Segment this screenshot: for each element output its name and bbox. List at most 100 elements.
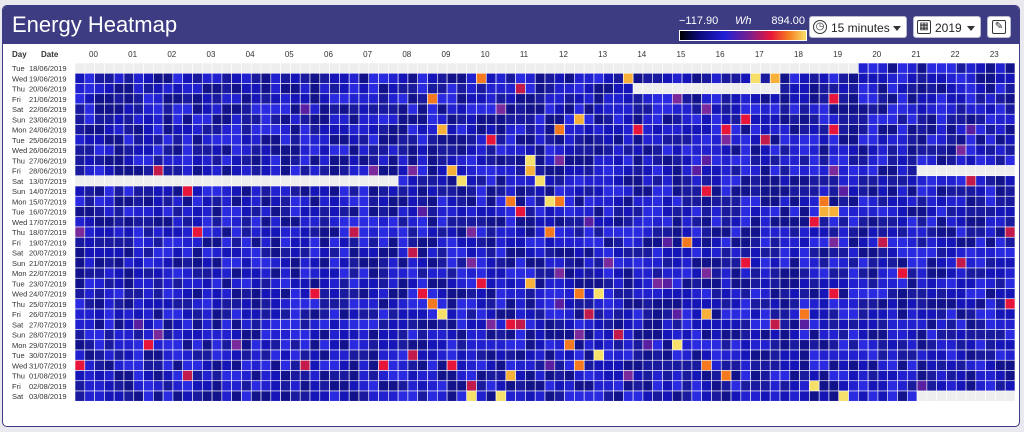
heatmap-cell[interactable] bbox=[104, 390, 115, 402]
heatmap-cell[interactable] bbox=[515, 134, 526, 146]
heatmap-cell[interactable] bbox=[779, 370, 791, 382]
heatmap-cell[interactable] bbox=[329, 318, 340, 330]
heatmap-cell[interactable] bbox=[329, 277, 340, 289]
heatmap-cell[interactable] bbox=[985, 298, 996, 310]
heatmap-cell[interactable] bbox=[691, 247, 702, 259]
heatmap-cell[interactable] bbox=[407, 216, 419, 228]
heatmap-cell[interactable] bbox=[691, 124, 702, 136]
heatmap-cell[interactable] bbox=[906, 72, 918, 84]
heatmap-cell[interactable] bbox=[417, 359, 428, 371]
heatmap-cell[interactable] bbox=[985, 370, 996, 382]
heatmap-cell[interactable] bbox=[858, 206, 869, 218]
heatmap-cell[interactable] bbox=[143, 257, 154, 269]
heatmap-cell[interactable] bbox=[642, 62, 654, 74]
heatmap-cell[interactable] bbox=[153, 380, 164, 392]
heatmap-cell[interactable] bbox=[456, 62, 467, 74]
heatmap-cell[interactable] bbox=[162, 370, 174, 382]
heatmap-cell[interactable] bbox=[378, 175, 389, 187]
heatmap-cell[interactable] bbox=[446, 134, 458, 146]
heatmap-cell[interactable] bbox=[368, 144, 379, 156]
heatmap-cell[interactable] bbox=[965, 144, 977, 156]
heatmap-cell[interactable] bbox=[740, 134, 751, 146]
heatmap-cell[interactable] bbox=[476, 124, 487, 136]
heatmap-cell[interactable] bbox=[818, 390, 830, 402]
heatmap-cell[interactable] bbox=[368, 247, 379, 259]
heatmap-cell[interactable] bbox=[456, 349, 467, 361]
heatmap-cell[interactable] bbox=[681, 72, 693, 84]
heatmap-cell[interactable] bbox=[623, 103, 634, 115]
heatmap-cell[interactable] bbox=[769, 288, 781, 300]
heatmap-cell[interactable] bbox=[260, 165, 272, 177]
heatmap-cell[interactable] bbox=[485, 113, 497, 125]
heatmap-cell[interactable] bbox=[436, 144, 448, 156]
heatmap-cell[interactable] bbox=[642, 380, 654, 392]
heatmap-cell[interactable] bbox=[779, 329, 791, 341]
heatmap-cell[interactable] bbox=[485, 298, 497, 310]
heatmap-cell[interactable] bbox=[113, 144, 125, 156]
heatmap-cell[interactable] bbox=[94, 390, 105, 402]
heatmap-cell[interactable] bbox=[192, 62, 203, 74]
heatmap-cell[interactable] bbox=[769, 72, 781, 84]
heatmap-cell[interactable] bbox=[916, 144, 928, 156]
heatmap-cell[interactable] bbox=[104, 247, 115, 259]
heatmap-cell[interactable] bbox=[671, 236, 683, 248]
heatmap-cell[interactable] bbox=[74, 185, 86, 197]
heatmap-cell[interactable] bbox=[906, 370, 918, 382]
heatmap-cell[interactable] bbox=[231, 298, 242, 310]
heatmap-cell[interactable] bbox=[192, 134, 203, 146]
heatmap-cell[interactable] bbox=[593, 113, 605, 125]
heatmap-cell[interactable] bbox=[397, 206, 409, 218]
heatmap-cell[interactable] bbox=[260, 154, 272, 166]
heatmap-cell[interactable] bbox=[671, 339, 683, 351]
heatmap-cell[interactable] bbox=[740, 62, 751, 74]
heatmap-cell[interactable] bbox=[153, 226, 164, 238]
heatmap-cell[interactable] bbox=[515, 370, 526, 382]
heatmap-cell[interactable] bbox=[730, 134, 742, 146]
heatmap-cell[interactable] bbox=[182, 359, 193, 371]
heatmap-cell[interactable] bbox=[505, 124, 516, 136]
heatmap-cell[interactable] bbox=[965, 370, 977, 382]
heatmap-cell[interactable] bbox=[94, 318, 105, 330]
heatmap-cell[interactable] bbox=[887, 175, 898, 187]
heatmap-cell[interactable] bbox=[593, 72, 605, 84]
heatmap-cell[interactable] bbox=[182, 267, 193, 279]
heatmap-cell[interactable] bbox=[809, 134, 820, 146]
heatmap-cell[interactable] bbox=[515, 380, 526, 392]
heatmap-cell[interactable] bbox=[613, 236, 624, 248]
heatmap-cell[interactable] bbox=[603, 247, 614, 259]
heatmap-cell[interactable] bbox=[397, 308, 409, 320]
heatmap-cell[interactable] bbox=[632, 236, 644, 248]
heatmap-cell[interactable] bbox=[642, 288, 654, 300]
heatmap-cell[interactable] bbox=[965, 390, 977, 402]
heatmap-cell[interactable] bbox=[965, 154, 977, 166]
heatmap-cell[interactable] bbox=[74, 83, 86, 95]
heatmap-cell[interactable] bbox=[809, 154, 820, 166]
heatmap-cell[interactable] bbox=[299, 154, 311, 166]
heatmap-cell[interactable] bbox=[985, 339, 996, 351]
heatmap-cell[interactable] bbox=[221, 124, 232, 136]
heatmap-cell[interactable] bbox=[476, 390, 487, 402]
heatmap-cell[interactable] bbox=[270, 308, 281, 320]
heatmap-cell[interactable] bbox=[358, 195, 370, 207]
heatmap-cell[interactable] bbox=[750, 103, 761, 115]
heatmap-cell[interactable] bbox=[926, 380, 937, 392]
heatmap-cell[interactable] bbox=[417, 216, 428, 228]
heatmap-cell[interactable] bbox=[348, 288, 360, 300]
heatmap-cell[interactable] bbox=[74, 267, 86, 279]
heatmap-cell[interactable] bbox=[720, 103, 732, 115]
heatmap-cell[interactable] bbox=[701, 83, 712, 95]
heatmap-cell[interactable] bbox=[446, 216, 458, 228]
heatmap-cell[interactable] bbox=[564, 154, 575, 166]
heatmap-cell[interactable] bbox=[779, 257, 791, 269]
heatmap-cell[interactable] bbox=[221, 154, 232, 166]
heatmap-cell[interactable] bbox=[995, 236, 1006, 248]
heatmap-cell[interactable] bbox=[84, 165, 95, 177]
heatmap-cell[interactable] bbox=[192, 267, 203, 279]
heatmap-cell[interactable] bbox=[740, 236, 751, 248]
heatmap-cell[interactable] bbox=[623, 216, 634, 228]
heatmap-cell[interactable] bbox=[201, 113, 213, 125]
heatmap-cell[interactable] bbox=[221, 267, 232, 279]
heatmap-cell[interactable] bbox=[270, 257, 281, 269]
heatmap-cell[interactable] bbox=[201, 359, 213, 371]
heatmap-cell[interactable] bbox=[84, 288, 95, 300]
